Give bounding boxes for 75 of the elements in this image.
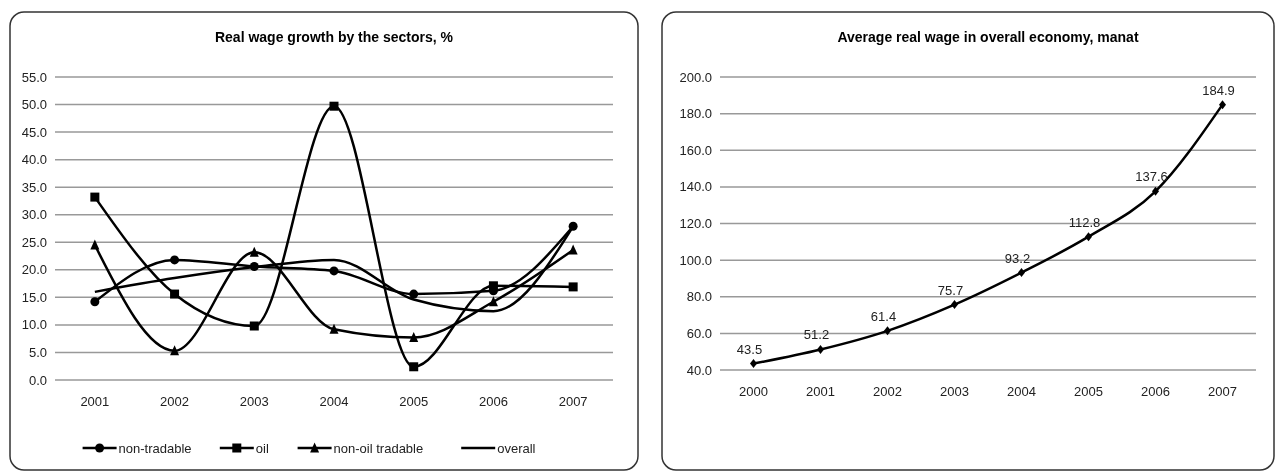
data-label: 184.9 [1202, 82, 1235, 98]
x-tick-label: 2005 [1074, 384, 1103, 399]
data-label: 93.2 [1004, 250, 1031, 266]
data-label: 137.6 [1135, 169, 1168, 185]
y-tick-label: 160.0 [679, 142, 712, 158]
y-tick-label: 40.0 [686, 362, 712, 378]
y-tick-label: 180.0 [679, 106, 712, 122]
y-tick-label: 80.0 [686, 289, 712, 305]
x-tick-label: 2004 [1007, 384, 1036, 399]
y-tick-label: 10.0 [21, 317, 47, 333]
x-tick-label: 2006 [1141, 384, 1170, 399]
data-label: 75.7 [937, 282, 964, 298]
legend-label: non-oil tradable [333, 440, 424, 456]
chart-title: Average real wage in overall economy, manat [837, 29, 1139, 45]
y-tick-label: 60.0 [686, 325, 712, 341]
y-tick-label: 45.0 [21, 124, 47, 140]
y-tick-label: 5.0 [28, 345, 47, 360]
point [329, 266, 339, 276]
x-tick-label: 2002 [160, 394, 190, 409]
x-tick-label: 2007 [1208, 384, 1237, 399]
y-tick-label: 100.0 [679, 252, 712, 268]
x-tick-label: 2004 [319, 394, 349, 409]
x-tick-label: 2001 [80, 394, 110, 409]
y-tick-label: 140.0 [679, 179, 712, 195]
y-tick-label: 0.0 [28, 372, 47, 388]
point [409, 362, 419, 372]
x-tick-label: 2003 [940, 384, 969, 399]
y-tick-label: 15.0 [21, 289, 47, 305]
legend-label: oil [255, 440, 269, 456]
point [170, 289, 180, 299]
point [90, 192, 100, 202]
legend-label: non-tradable [118, 440, 192, 456]
point [170, 255, 180, 265]
x-tick-label: 2001 [806, 384, 835, 399]
point [951, 300, 958, 310]
point [1018, 268, 1025, 278]
y-tick-label: 30.0 [21, 207, 47, 223]
point [817, 344, 824, 354]
point [90, 239, 100, 250]
point [329, 323, 339, 334]
x-tick-label: 2006 [478, 394, 508, 409]
point [1152, 186, 1159, 196]
y-tick-label: 40.0 [21, 152, 47, 168]
point [1219, 100, 1226, 110]
point [249, 246, 259, 257]
x-tick-label: 2000 [739, 384, 768, 399]
point [90, 297, 100, 307]
y-tick-label: 120.0 [679, 216, 712, 232]
data-label: 61.4 [870, 308, 897, 324]
x-tick-label: 2005 [399, 394, 429, 409]
x-tick-label: 2002 [873, 384, 902, 399]
y-tick-label: 20.0 [21, 262, 47, 278]
point [568, 282, 578, 292]
legend-label: overall [497, 440, 536, 456]
y-tick-label: 35.0 [21, 179, 47, 195]
point [1085, 232, 1092, 242]
point [249, 321, 259, 331]
point [409, 332, 419, 343]
data-label: 43.5 [736, 341, 763, 357]
y-tick-label: 50.0 [21, 97, 47, 113]
data-label: 51.2 [803, 327, 830, 343]
x-tick-label: 2003 [239, 394, 269, 409]
data-label: 112.8 [1068, 214, 1101, 230]
chart-title: Real wage growth by the sectors, % [214, 29, 454, 45]
point [170, 345, 180, 356]
point [488, 281, 498, 291]
point [884, 326, 891, 336]
y-tick-label: 25.0 [21, 234, 47, 250]
point [409, 289, 419, 299]
y-tick-label: 200.0 [679, 69, 712, 85]
y-tick-label: 55.0 [21, 69, 47, 85]
point [488, 296, 498, 307]
x-tick-label: 2007 [558, 394, 588, 409]
point [750, 359, 757, 369]
point [329, 101, 339, 111]
